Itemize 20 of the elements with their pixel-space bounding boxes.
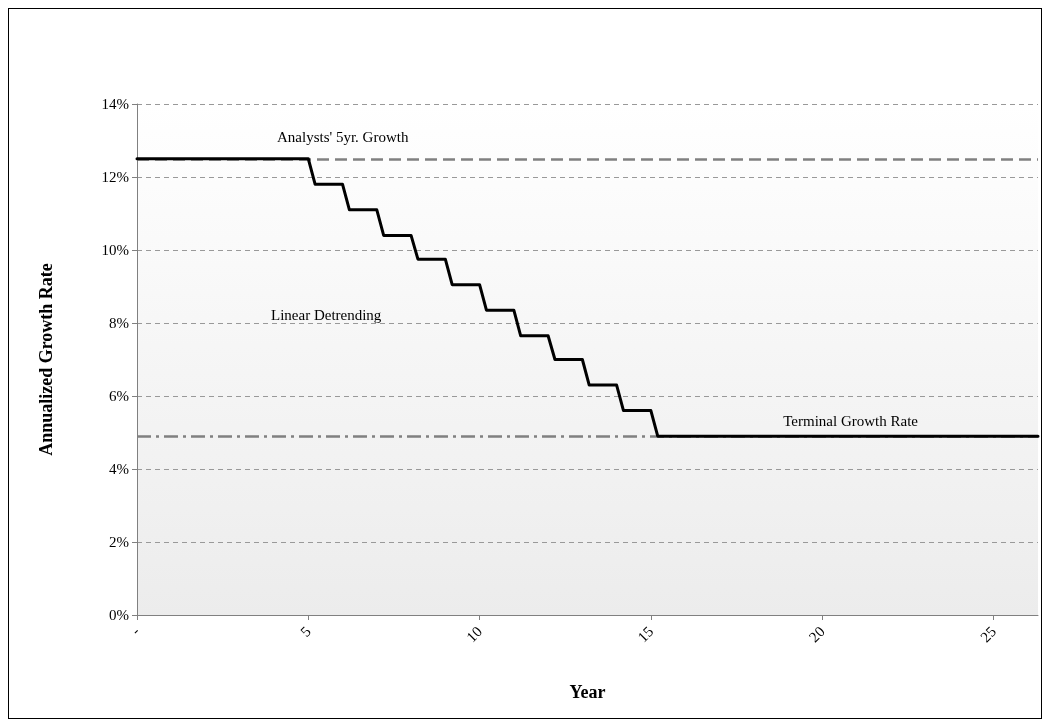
x-tick-label: 15 (634, 623, 657, 646)
x-tick-label: 5 (297, 623, 314, 640)
x-tick-label: 10 (463, 623, 486, 646)
line-series (135, 157, 1040, 438)
x-tick-label: 20 (805, 623, 828, 646)
y-tick-label: 2% (109, 534, 129, 550)
y-tick-label: 10% (101, 242, 129, 258)
y-tick-label: 6% (109, 388, 129, 404)
ref-line-label: Analysts' 5yr. Growth (277, 129, 409, 146)
x-tick-label: - (127, 623, 143, 639)
ref-line-label: Terminal Growth Rate (783, 412, 919, 429)
y-tick-label: 0% (109, 607, 129, 623)
x-axis-title: Year (569, 682, 606, 702)
y-tick-label: 12% (101, 169, 129, 185)
y-axis-title: Annualized Growth Rate (36, 263, 56, 456)
y-tick-label: 14% (101, 96, 129, 112)
annotation: Linear Detrending (271, 306, 382, 323)
x-tick-label: 25 (977, 623, 1000, 646)
y-tick-label: 4% (109, 461, 129, 477)
y-tick-label: 8% (109, 315, 129, 331)
